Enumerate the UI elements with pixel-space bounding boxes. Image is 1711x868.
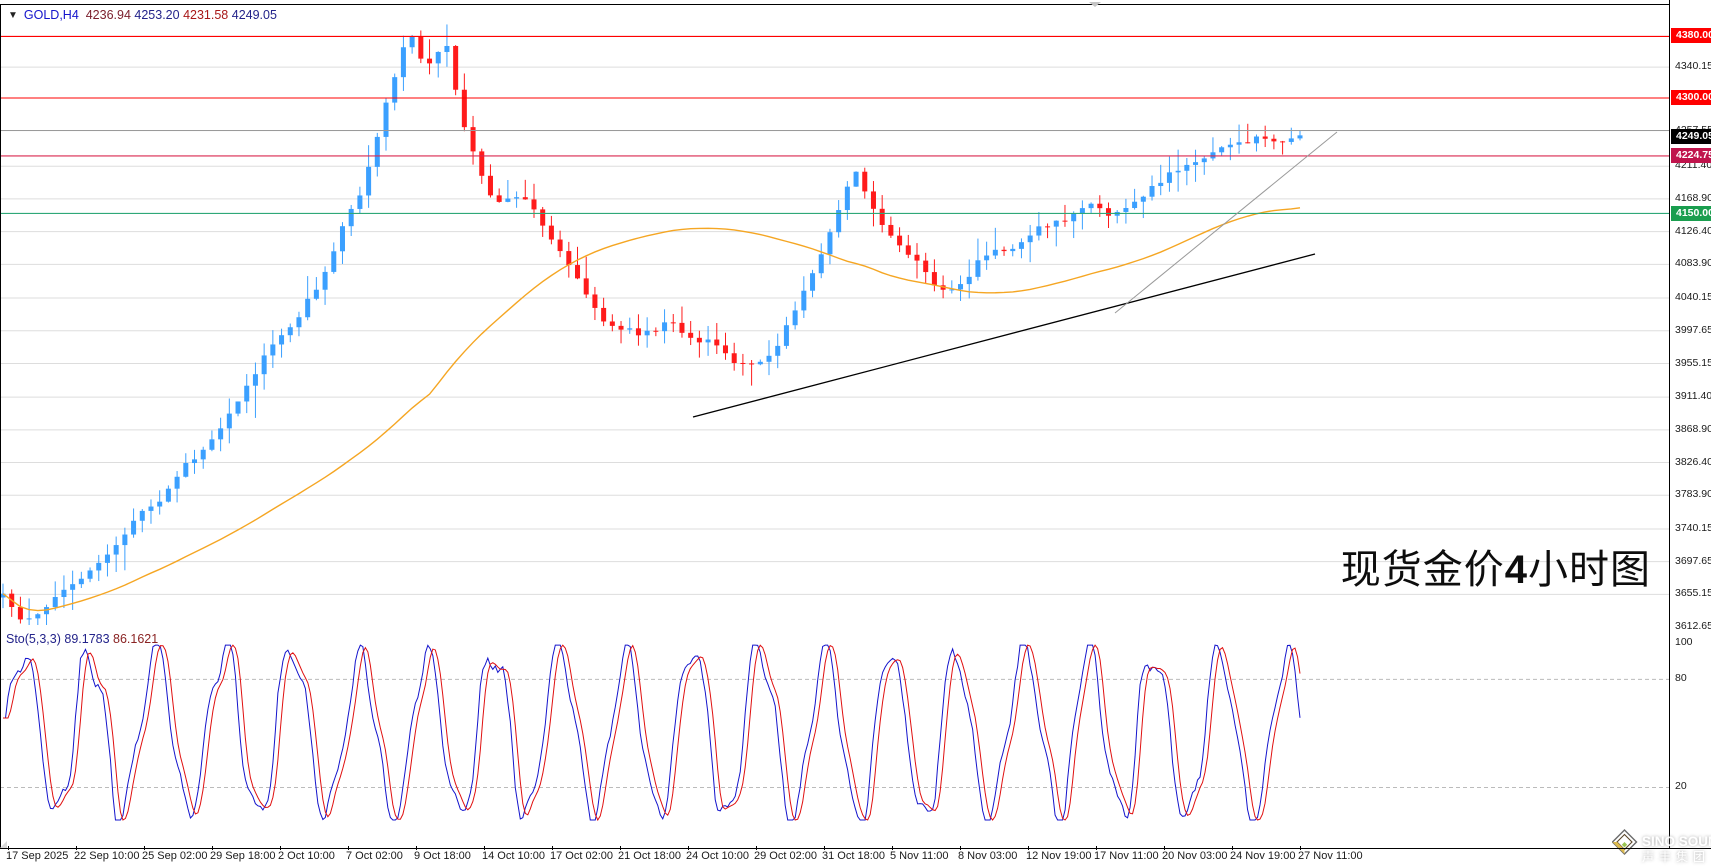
svg-text:SINO SOUND: SINO SOUND — [1642, 834, 1711, 849]
svg-text:声丰集团: 声丰集团 — [1642, 849, 1710, 864]
